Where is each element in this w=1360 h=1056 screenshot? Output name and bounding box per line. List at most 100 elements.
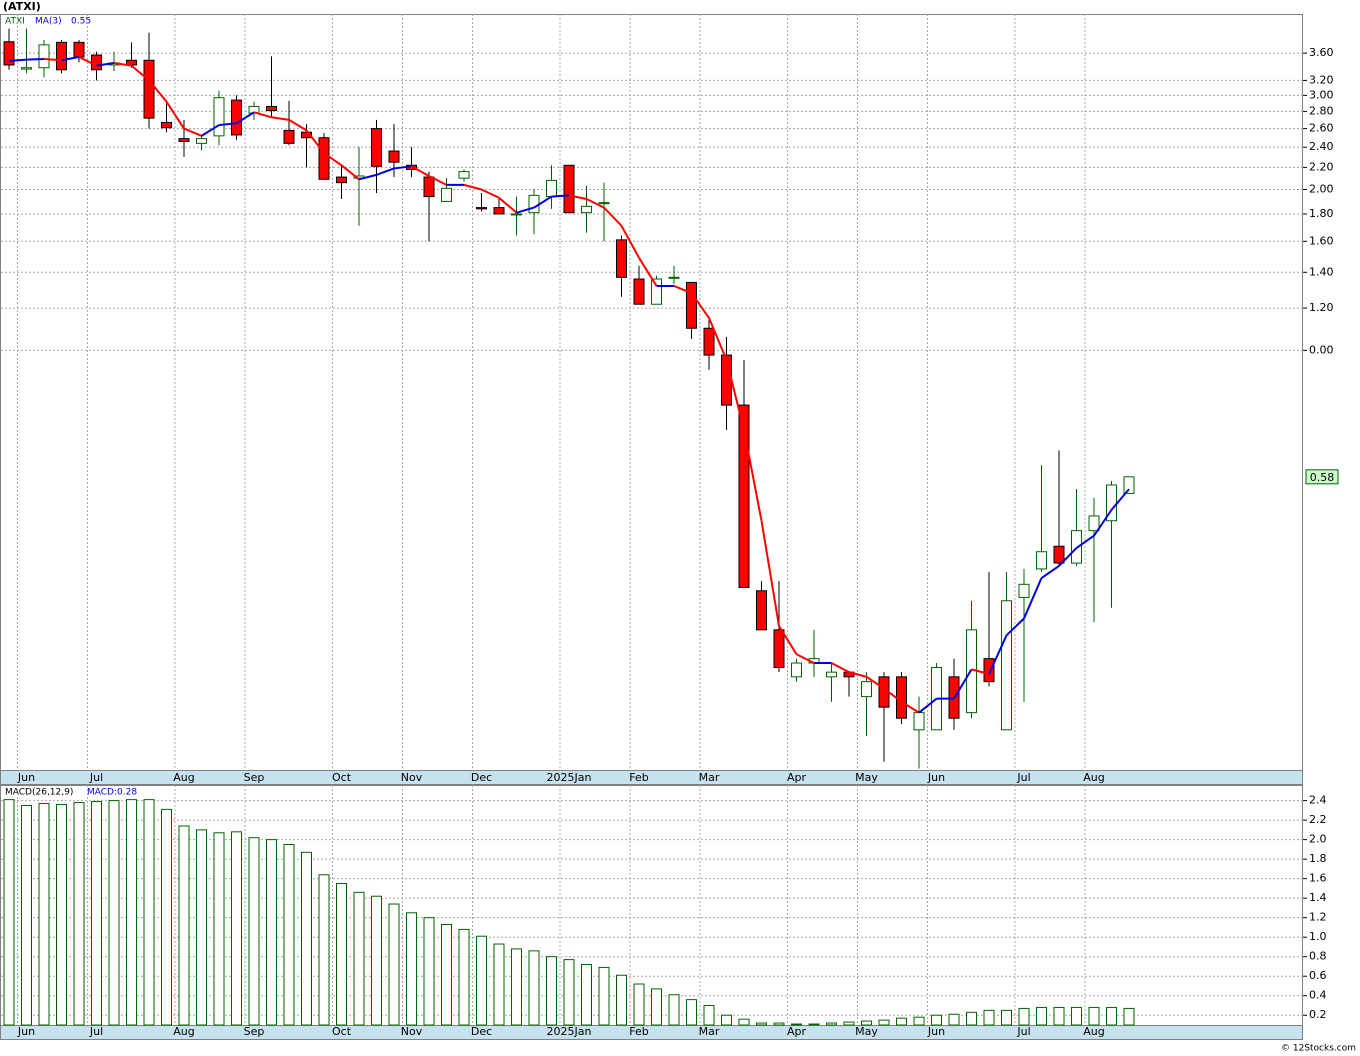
x-tick-label: Mar	[699, 1025, 720, 1038]
candle-body	[458, 171, 470, 179]
candle-body	[651, 278, 662, 305]
ma-segment	[1058, 547, 1078, 567]
macd-bar	[73, 802, 85, 1026]
x-tick-label: Jun	[17, 1025, 35, 1038]
macd-bar	[143, 799, 155, 1026]
ma-segment	[61, 55, 80, 62]
ma-segment	[1005, 617, 1025, 637]
macd-bar	[651, 988, 662, 1026]
x-tick-label: Oct	[332, 1025, 352, 1038]
candle-body	[91, 54, 102, 71]
candle-body	[266, 105, 277, 112]
x-tick-label: Nov	[401, 771, 423, 784]
legend-ma-value: 0.55	[71, 17, 91, 27]
macd-bar	[458, 928, 470, 1026]
x-tick-label: Jul	[89, 1025, 103, 1038]
x-tick-label: Jul	[1016, 771, 1030, 784]
macd-bar	[196, 829, 207, 1026]
x-tick-label: Nov	[401, 1025, 423, 1038]
candle-body	[1018, 583, 1030, 598]
y-tick-label: 0.6	[1309, 969, 1327, 982]
ma-segment	[568, 194, 587, 200]
y-tick-label: 0.4	[1309, 989, 1327, 1002]
candle-body	[38, 44, 50, 69]
candle-body	[73, 41, 85, 58]
macd-bar	[388, 903, 400, 1026]
ma-segment	[953, 668, 973, 700]
macd-bar	[1071, 1006, 1082, 1026]
ma-segment	[218, 122, 237, 127]
ma-segment	[971, 668, 990, 675]
ma-segment	[848, 671, 867, 678]
y-tick-label: 1.2	[1309, 911, 1327, 924]
x-tick-label: Sep	[244, 771, 265, 784]
y-tick-label: 0.8	[1309, 950, 1327, 963]
y-tick-label: 3.20	[1309, 73, 1334, 86]
y-tick-label: 1.0	[1309, 930, 1327, 943]
macd-bar	[441, 924, 452, 1026]
candle-body	[616, 239, 627, 278]
macd-bar	[108, 800, 120, 1026]
x-tick-label: Apr	[787, 771, 807, 784]
macd-bar	[861, 1020, 872, 1026]
candle-body	[143, 59, 155, 119]
ma-segment	[1023, 577, 1043, 619]
date-strip	[0, 1025, 1303, 1040]
ma-segment	[288, 118, 308, 132]
macd-bar	[686, 999, 697, 1026]
candle-body	[756, 590, 767, 631]
candle-body	[896, 676, 907, 719]
ma-segment	[148, 79, 168, 103]
ma-segment	[778, 625, 798, 655]
ma-segment	[1110, 488, 1130, 511]
candle-body	[493, 207, 505, 215]
x-tick-label: Aug	[1083, 1025, 1104, 1038]
ma-segment	[165, 101, 185, 130]
macd-bar	[878, 1019, 890, 1026]
macd-bar	[126, 799, 137, 1026]
macd-bar	[476, 935, 487, 1026]
macd-bar	[826, 1022, 837, 1026]
candle-body	[791, 662, 802, 678]
ma-segment	[183, 127, 202, 137]
macd-bar	[1088, 1006, 1100, 1026]
ma-segment	[130, 64, 150, 82]
ma-segment	[1040, 565, 1060, 579]
x-tick-label: Mar	[699, 771, 720, 784]
macd-bar	[546, 956, 557, 1026]
macd-bar	[161, 808, 172, 1026]
candle-body	[213, 97, 225, 137]
macd-bar	[406, 912, 417, 1026]
macd-bar	[336, 883, 347, 1026]
ma-segment	[533, 195, 553, 209]
candle-body	[1036, 551, 1047, 570]
ma-segment	[673, 285, 692, 295]
candle-body	[913, 712, 925, 731]
macd-bar	[738, 1018, 750, 1026]
y-tick-label: 1.8	[1309, 852, 1327, 865]
ma-segment	[900, 700, 920, 714]
macd-bar	[1001, 1009, 1012, 1026]
y-tick-label: 2.0	[1309, 833, 1327, 846]
ma-segment	[376, 167, 395, 176]
macd-bar	[581, 964, 592, 1026]
candle-body	[21, 67, 32, 70]
macd-bar	[3, 799, 15, 1026]
macd-bar	[563, 959, 575, 1026]
y-tick-label: 1.20	[1309, 301, 1334, 314]
y-tick-label: 2.4	[1309, 794, 1327, 807]
macd-bar	[21, 804, 32, 1026]
candle-body	[686, 281, 697, 329]
macd-bar	[668, 994, 680, 1026]
x-tick-label: Jul	[89, 771, 103, 784]
macd-bar	[948, 1013, 960, 1026]
ma-segment	[1093, 509, 1113, 537]
legend-symbol: ATXI	[5, 17, 25, 27]
x-tick-label: Dec	[471, 771, 492, 784]
y-tick-label: 2.2	[1309, 813, 1327, 826]
y-tick-label: 1.40	[1309, 265, 1334, 278]
legend-ma: MA(3)	[35, 17, 62, 27]
x-tick-label: Apr	[787, 1025, 807, 1038]
ma-segment	[481, 188, 500, 199]
x-tick-label: Oct	[332, 771, 352, 784]
